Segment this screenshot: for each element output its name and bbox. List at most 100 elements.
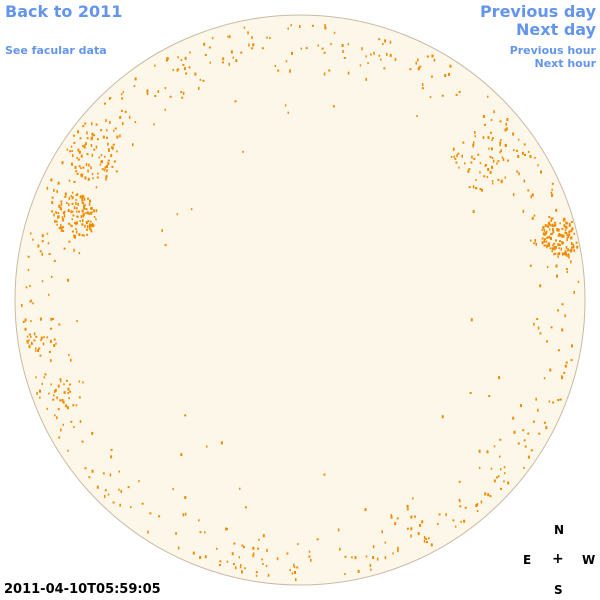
facular-spots: [21, 23, 580, 582]
compass-east: E: [523, 553, 532, 567]
facular-spot: [310, 558, 312, 562]
facular-spot: [100, 129, 103, 132]
facular-spot: [266, 36, 268, 39]
facular-spot: [555, 246, 557, 249]
facular-spot: [534, 156, 536, 159]
facular-spot: [62, 226, 65, 229]
facular-spot: [91, 132, 94, 136]
facular-spot: [115, 170, 118, 173]
facular-spot: [26, 341, 29, 344]
facular-spot: [311, 24, 314, 27]
facular-spot: [479, 188, 481, 190]
facular-spot: [552, 231, 555, 234]
facular-spot: [50, 317, 53, 321]
see-facular-data-link[interactable]: See facular data: [5, 44, 107, 57]
facular-spot: [527, 150, 530, 153]
facular-spot: [556, 274, 558, 278]
facular-spot: [384, 541, 387, 544]
facular-spot: [118, 470, 120, 473]
facular-spot: [104, 494, 106, 498]
facular-spot: [107, 142, 109, 146]
facular-spot: [102, 472, 105, 475]
facular-spot: [397, 546, 399, 550]
facular-spot: [242, 150, 244, 153]
facular-spot: [266, 548, 268, 552]
facular-spot: [109, 120, 111, 124]
facular-spot: [498, 475, 500, 478]
facular-spot: [202, 79, 205, 82]
facular-spot: [541, 241, 544, 245]
facular-spot: [546, 246, 548, 249]
compass-center-icon: +: [552, 551, 564, 567]
facular-spot: [390, 514, 392, 518]
facular-spot: [188, 66, 191, 69]
facular-spot: [184, 512, 187, 516]
facular-spot: [561, 375, 563, 378]
facular-spot: [394, 57, 397, 61]
facular-spot: [261, 47, 264, 50]
facular-spot: [233, 563, 235, 566]
facular-spot: [543, 421, 546, 424]
facular-spot: [101, 168, 104, 171]
facular-spot: [69, 150, 72, 153]
facular-spot: [557, 252, 559, 256]
facular-spot: [37, 244, 40, 248]
back-to-year-link[interactable]: Back to 2011: [5, 2, 123, 21]
facular-spot: [505, 122, 507, 126]
facular-spot: [480, 500, 483, 504]
facular-spot: [564, 364, 567, 368]
facular-spot: [372, 556, 375, 559]
facular-spot: [30, 299, 33, 302]
facular-spot: [58, 436, 61, 439]
facular-spot: [86, 137, 89, 140]
facular-spot: [51, 196, 54, 199]
previous-day-link[interactable]: Previous day: [479, 2, 596, 21]
facular-spot: [110, 455, 113, 459]
facular-spot: [500, 149, 502, 153]
facular-spot: [177, 546, 180, 550]
facular-spot: [554, 252, 557, 255]
facular-spot: [552, 247, 554, 251]
facular-spot: [128, 115, 131, 119]
facular-spot: [515, 149, 518, 152]
facular-spot: [90, 224, 92, 227]
facular-spot: [557, 309, 560, 312]
previous-hour-link[interactable]: Previous hour: [509, 44, 596, 57]
facular-spot: [175, 532, 177, 535]
facular-spot: [558, 247, 560, 250]
facular-spot: [296, 566, 299, 569]
facular-spot: [247, 31, 249, 35]
facular-spot: [64, 192, 67, 196]
facular-spot: [90, 230, 93, 233]
facular-spot: [563, 218, 565, 221]
facular-spot: [158, 515, 161, 518]
facular-spot: [492, 159, 495, 163]
facular-spot: [39, 250, 42, 253]
facular-spot: [112, 143, 115, 146]
facular-spot: [487, 136, 490, 140]
facular-spot: [557, 243, 560, 246]
facular-spot: [548, 216, 551, 218]
facular-spot: [294, 571, 296, 574]
facular-spot: [450, 155, 453, 158]
facular-spot: [376, 557, 379, 561]
facular-spot: [80, 173, 82, 177]
facular-spot: [230, 50, 233, 54]
facular-spot: [324, 26, 327, 30]
facular-spot: [523, 143, 526, 146]
facular-spot: [458, 480, 461, 483]
facular-spot: [561, 376, 564, 380]
facular-spot: [78, 150, 81, 154]
facular-spot: [323, 473, 326, 476]
facular-spot: [203, 42, 206, 46]
facular-spot: [506, 118, 509, 121]
facular-spot: [293, 566, 296, 569]
facular-spot: [60, 380, 62, 383]
next-hour-link[interactable]: Next hour: [534, 57, 597, 70]
next-day-link[interactable]: Next day: [516, 20, 596, 39]
facular-spot: [414, 515, 416, 518]
facular-spot: [529, 264, 532, 267]
facular-spot: [527, 455, 530, 459]
facular-spot: [328, 69, 331, 72]
facular-spot: [83, 145, 86, 149]
